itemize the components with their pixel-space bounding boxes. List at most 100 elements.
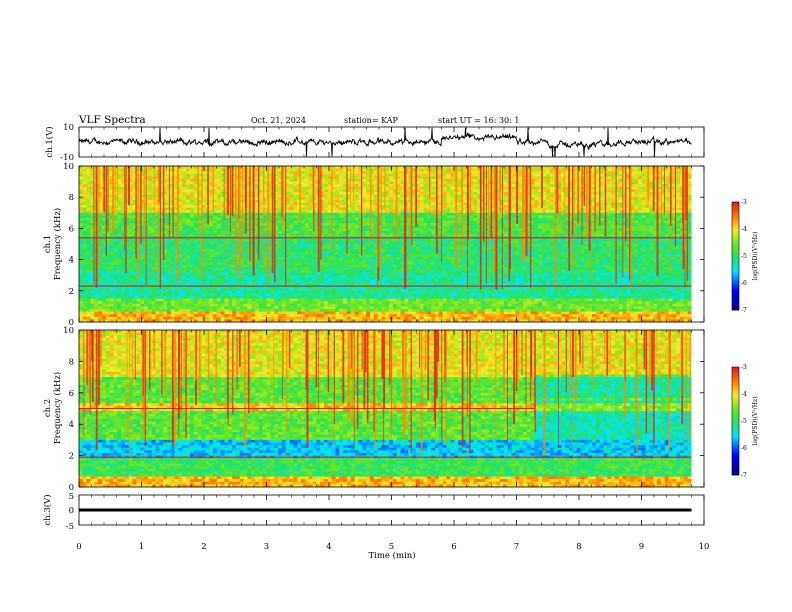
spectrogram-cell — [358, 264, 363, 268]
spectrogram-cell — [163, 189, 168, 193]
spectrogram-cell — [285, 254, 290, 258]
spectrogram-cell — [247, 285, 252, 289]
spectrogram-cell — [140, 272, 145, 276]
spectrogram-cell — [358, 210, 363, 214]
spectrogram-cell — [358, 309, 363, 312]
spectrogram-cell — [109, 228, 114, 232]
spectrogram-cell — [385, 270, 390, 273]
spectrogram-cell — [270, 319, 275, 323]
spectrogram-cell — [289, 259, 294, 263]
spectrogram-cell — [285, 272, 290, 276]
spectrogram-cell — [209, 246, 214, 250]
spectrogram-cell — [159, 210, 164, 214]
spectrogram-cell — [117, 257, 122, 260]
spectrogram-cell — [324, 298, 329, 302]
spectrogram-cell — [212, 223, 218, 227]
spectrogram-cell — [389, 270, 394, 273]
spectrogram-cell — [262, 280, 267, 284]
spectrogram-cell — [128, 246, 133, 250]
spectrogram-cell — [178, 264, 183, 268]
spectrogram-cell — [201, 231, 206, 234]
spectrogram-cell — [331, 238, 336, 242]
spectrogram-cell — [304, 173, 310, 177]
spectrogram-cell — [377, 220, 382, 224]
spectrogram-cell — [170, 259, 176, 263]
spectrogram-cell — [132, 168, 137, 172]
spectrogram-cell — [159, 311, 164, 315]
spectrogram-cell — [285, 192, 290, 195]
spectrogram-cell — [331, 311, 336, 315]
spectrogram-cell — [373, 238, 378, 242]
spectrogram-cell — [392, 249, 398, 253]
spectrogram-cell — [113, 288, 118, 292]
spectrogram-cell — [243, 301, 248, 305]
spectrogram-cell — [381, 244, 386, 247]
spectrogram-cell — [274, 199, 279, 203]
spectrogram-cell — [190, 293, 195, 297]
spectrogram-cell — [163, 210, 168, 214]
spectrogram-cell — [373, 285, 378, 289]
spectrogram-cell — [136, 309, 141, 312]
spectrogram-cell — [109, 186, 114, 190]
spectrogram-cell — [327, 179, 333, 182]
spectrogram-cell — [354, 212, 359, 216]
spectrogram-cell — [331, 218, 336, 221]
spectrogram-cell — [101, 290, 107, 294]
spectrogram-cell — [239, 210, 245, 214]
spectrogram-cell — [362, 212, 367, 216]
spectrogram-cell — [377, 277, 382, 281]
spectrogram-cell — [121, 285, 126, 289]
spectrogram-cell — [369, 171, 375, 175]
spectrogram-cell — [278, 176, 283, 180]
spectrogram-cell — [178, 267, 183, 271]
spectrogram-cell — [163, 275, 168, 279]
spectrogram-cell — [339, 241, 344, 245]
spectrogram-cell — [151, 254, 156, 258]
spectrogram-cell — [255, 262, 260, 266]
spectrogram-cell — [324, 275, 329, 279]
spectrogram-cell — [278, 215, 283, 219]
spectrogram-cell — [285, 176, 290, 180]
spectrogram-cell — [343, 306, 348, 310]
spectrogram-cell — [101, 301, 107, 305]
spectrogram-cell — [392, 316, 398, 320]
spectrogram-cell — [79, 319, 84, 323]
spectrogram-cell — [232, 246, 237, 250]
spectrogram-cell — [209, 296, 214, 299]
spectrogram-cell — [128, 244, 133, 247]
spectrogram-cell — [216, 241, 222, 245]
spectrogram-cell — [167, 249, 172, 253]
spectrogram-cell — [251, 309, 256, 312]
spectrogram-cell — [212, 199, 218, 203]
spectrogram-cell — [346, 202, 352, 206]
spectrogram-cell — [128, 311, 133, 315]
spectrogram-cell — [201, 251, 206, 255]
spectrogram-cell — [170, 238, 176, 242]
spectrogram-cell — [308, 259, 313, 263]
spectrogram-cell — [255, 220, 260, 224]
spectrogram-cell — [373, 303, 378, 307]
spectrogram-cell — [385, 306, 390, 310]
spectrogram-cell — [209, 233, 214, 237]
spectrogram-cell — [232, 181, 237, 185]
spectrogram-cell — [86, 306, 91, 310]
spectrogram-cell — [308, 223, 313, 227]
spectrogram-cell — [209, 257, 214, 260]
spectrogram-cell — [362, 262, 367, 266]
spectrogram-cell — [239, 176, 245, 180]
spectrogram-cell — [151, 231, 156, 234]
spectrogram-cell — [278, 259, 283, 263]
spectrogram-cell — [163, 272, 168, 276]
spectrogram-cell — [178, 311, 183, 315]
spectrogram-cell — [235, 189, 241, 193]
spectrogram-cell — [174, 275, 179, 279]
spectrogram-cell — [178, 259, 183, 263]
spectrogram-cell — [147, 316, 153, 320]
spectrogram-cell — [389, 207, 394, 211]
spectrogram-cell — [262, 301, 267, 305]
spectrogram-cell — [366, 225, 371, 229]
spectrogram-cell — [193, 264, 199, 268]
spectrogram-cell — [339, 189, 344, 193]
spectrogram-cell — [258, 257, 264, 260]
spectrogram-cell — [396, 176, 401, 180]
